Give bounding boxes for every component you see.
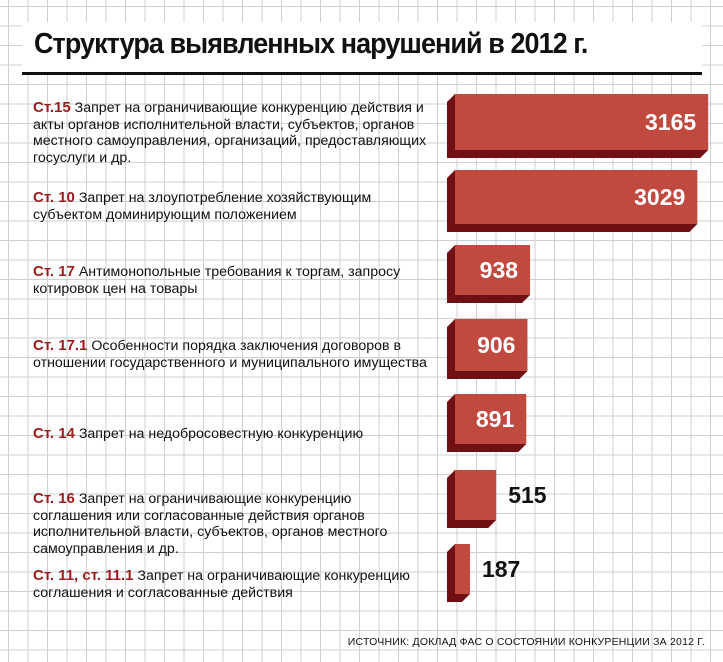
article-number: Ст. 10 [33, 189, 75, 206]
bar-value-label: 3029 [634, 184, 685, 210]
bar-shadow [447, 394, 527, 452]
article-number: Ст. 14 [33, 425, 75, 442]
article-number: Ст. 16 [33, 490, 75, 507]
title-box: Структура выявленных нарушений в 2012 г. [22, 22, 702, 75]
article-description: Запрет на ограничивающие конкуренцию сог… [33, 568, 410, 601]
article-number: Ст.15 [33, 99, 71, 116]
bar [455, 394, 527, 444]
bar-shadow [447, 319, 528, 379]
category-label: Ст. 11, ст. 11.1 Запрет на ограничивающи… [33, 567, 433, 601]
bar [455, 319, 528, 371]
category-label: Ст. 17 Антимонопольные требования к торг… [33, 263, 433, 297]
article-description: Запрет на ограничивающие конкуренцию сог… [33, 491, 388, 557]
source-note: ИСТОЧНИК: ДОКЛАД ФАС О СОСТОЯНИИ КОНКУРЕ… [347, 636, 705, 648]
chart-title: Структура выявленных нарушений в 2012 г. [34, 28, 588, 60]
category-label: Ст. 14 Запрет на недобросовестную конкур… [33, 425, 433, 443]
bar-shadow [447, 170, 698, 232]
article-description: Запрет на недобросовестную конкуренцию [74, 426, 364, 442]
bar [455, 170, 698, 224]
bar-value-label: 515 [508, 482, 547, 508]
category-label: Ст.15 Запрет на ограничивающие конкуренц… [33, 99, 433, 166]
bar-shadow [447, 544, 470, 602]
bar-value-label: 891 [476, 406, 515, 432]
article-description: Особенности порядка заключения договоров… [33, 338, 427, 371]
article-description: Антимонопольные требования к торгам, зап… [33, 264, 401, 297]
bar-value-label: 938 [480, 257, 519, 283]
article-description: Запрет на ограничивающие конкуренцию дей… [33, 100, 427, 166]
category-label: Ст. 17.1 Особенности порядка заключения … [33, 337, 433, 371]
article-number: Ст. 17 [33, 263, 75, 280]
bar [455, 94, 709, 150]
bar-value-label: 187 [482, 556, 520, 582]
bar [455, 245, 531, 295]
bar-value-label: 906 [477, 332, 515, 358]
article-description: Запрет на злоупотребление хозяйствующим … [33, 190, 372, 223]
bar [455, 544, 470, 594]
article-number: Ст. 17.1 [33, 337, 88, 354]
category-label: Ст. 10 Запрет на злоупотребление хозяйст… [33, 189, 433, 223]
bar-shadow [447, 94, 709, 158]
bar-shadow [447, 470, 497, 528]
bar-value-label: 3165 [645, 109, 696, 135]
article-number: Ст. 11, ст. 11.1 [33, 567, 134, 584]
bar [455, 470, 497, 520]
category-label: Ст. 16 Запрет на ограничивающие конкурен… [33, 490, 433, 557]
bar-shadow [447, 245, 531, 303]
